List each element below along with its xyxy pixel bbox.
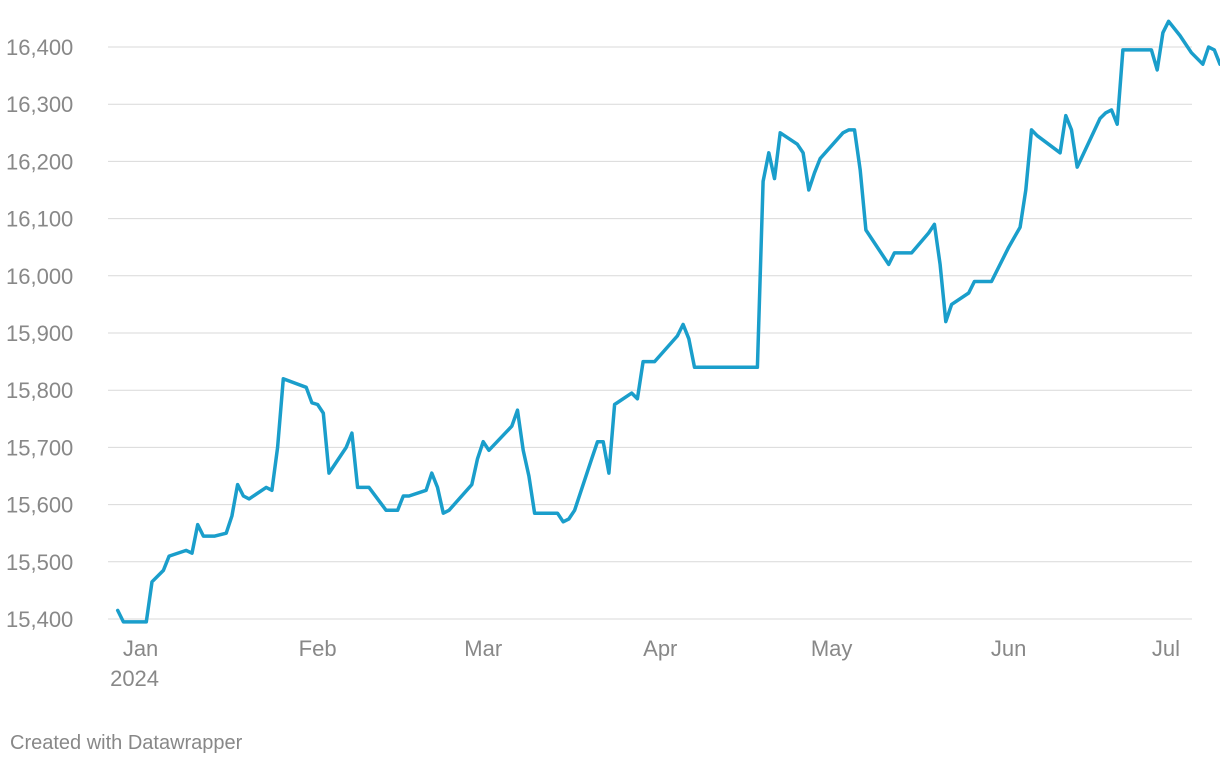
y-tick-label: 16,200 (6, 149, 73, 174)
y-tick-label: 15,600 (6, 493, 73, 518)
x-tick-label: Jan (123, 636, 158, 661)
x-tick-label: Feb (299, 636, 337, 661)
series-line (115, 19, 1220, 624)
y-tick-label: 16,300 (6, 92, 73, 117)
y-tick-label: 16,100 (6, 207, 73, 232)
y-axis-tick-labels: 15,400 15,500 15,600 15,700 15,800 15,900 16,0… (6, 35, 73, 632)
y-tick-label: 15,400 (6, 607, 73, 632)
x-tick-label: Mar (464, 636, 502, 661)
y-tick-label: 16,400 (6, 35, 73, 60)
x-tick-label: Jun (991, 636, 1026, 661)
x-axis-tick-labels: Jan 2024 Feb Mar Apr May Jun Jul (110, 636, 1180, 691)
y-tick-label: 15,800 (6, 378, 73, 403)
y-tick-label: 15,700 (6, 435, 73, 460)
x-tick-label: Jul (1152, 636, 1180, 661)
y-tick-label: 15,500 (6, 550, 73, 575)
credit-text: Created with Datawrapper (10, 732, 243, 754)
x-tick-label: Apr (643, 636, 677, 661)
y-tick-label: 16,000 (6, 264, 73, 289)
y-tick-label: 15,900 (6, 321, 73, 346)
gridlines (108, 46, 1192, 620)
x-tick-sublabel: 2024 (110, 666, 159, 691)
series-layer (115, 19, 1220, 624)
x-tick-label: May (811, 636, 853, 661)
